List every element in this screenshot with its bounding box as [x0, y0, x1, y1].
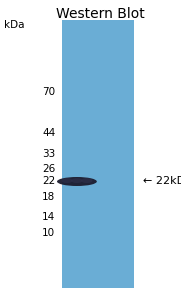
Text: 18: 18: [42, 191, 55, 202]
Text: Western Blot: Western Blot: [56, 8, 145, 22]
Ellipse shape: [71, 178, 83, 183]
Ellipse shape: [57, 177, 97, 186]
Text: 26: 26: [42, 164, 55, 175]
Text: 22: 22: [42, 176, 55, 187]
Text: 14: 14: [42, 212, 55, 223]
Text: ← 22kDa: ← 22kDa: [143, 176, 181, 187]
Text: kDa: kDa: [4, 20, 24, 29]
Ellipse shape: [61, 178, 73, 183]
Text: 44: 44: [42, 128, 55, 139]
Text: 70: 70: [42, 86, 55, 97]
Bar: [62, 20, 134, 288]
Text: 10: 10: [42, 227, 55, 238]
Ellipse shape: [81, 178, 92, 183]
Text: 33: 33: [42, 149, 55, 159]
